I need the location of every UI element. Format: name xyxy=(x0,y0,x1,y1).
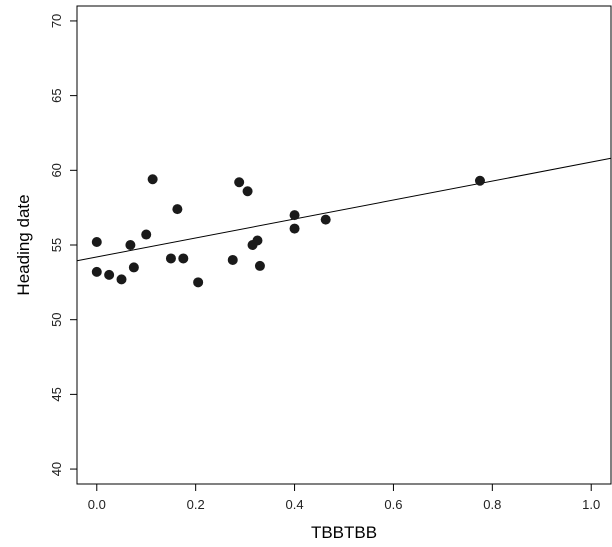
x-tick-label: 0.0 xyxy=(88,497,106,512)
data-point xyxy=(254,260,265,271)
data-point xyxy=(125,240,136,250)
data-point xyxy=(178,253,189,264)
y-tick-label: 60 xyxy=(49,163,64,177)
data-point xyxy=(91,266,102,277)
x-tick-label: 1.0 xyxy=(582,497,600,512)
data-point xyxy=(104,269,115,280)
y-tick-label: 50 xyxy=(49,312,64,326)
data-point xyxy=(193,277,204,288)
data-point xyxy=(141,229,152,240)
data-point xyxy=(252,235,263,246)
y-tick-label: 40 xyxy=(49,462,64,476)
y-axis-title: Heading date xyxy=(14,194,33,295)
y-axis: 40 45 50 55 60 65 70 xyxy=(49,14,78,476)
data-point xyxy=(128,262,139,273)
data-point xyxy=(227,254,238,265)
data-point xyxy=(172,204,183,215)
x-axis: 0.0 0.2 0.4 0.6 0.8 1.0 xyxy=(88,483,600,512)
x-axis-title: TBBTBB xyxy=(311,523,377,542)
y-tick-label: 55 xyxy=(49,238,64,252)
data-point xyxy=(474,175,485,186)
data-point xyxy=(91,237,102,248)
data-point xyxy=(147,174,158,185)
data-point xyxy=(320,214,331,225)
x-tick-label: 0.6 xyxy=(384,497,402,512)
y-tick-label: 45 xyxy=(49,387,64,401)
data-points xyxy=(91,174,485,288)
y-tick-label: 65 xyxy=(49,88,64,102)
y-tick-label: 70 xyxy=(49,14,64,28)
regression-line xyxy=(76,157,612,262)
data-point xyxy=(234,177,245,188)
data-point xyxy=(165,253,176,264)
data-point xyxy=(242,186,253,197)
data-point xyxy=(289,223,300,234)
data-point xyxy=(116,274,127,285)
x-tick-label: 0.8 xyxy=(483,497,501,512)
x-tick-label: 0.4 xyxy=(286,497,304,512)
data-point xyxy=(289,210,300,221)
x-tick-label: 0.2 xyxy=(187,497,205,512)
